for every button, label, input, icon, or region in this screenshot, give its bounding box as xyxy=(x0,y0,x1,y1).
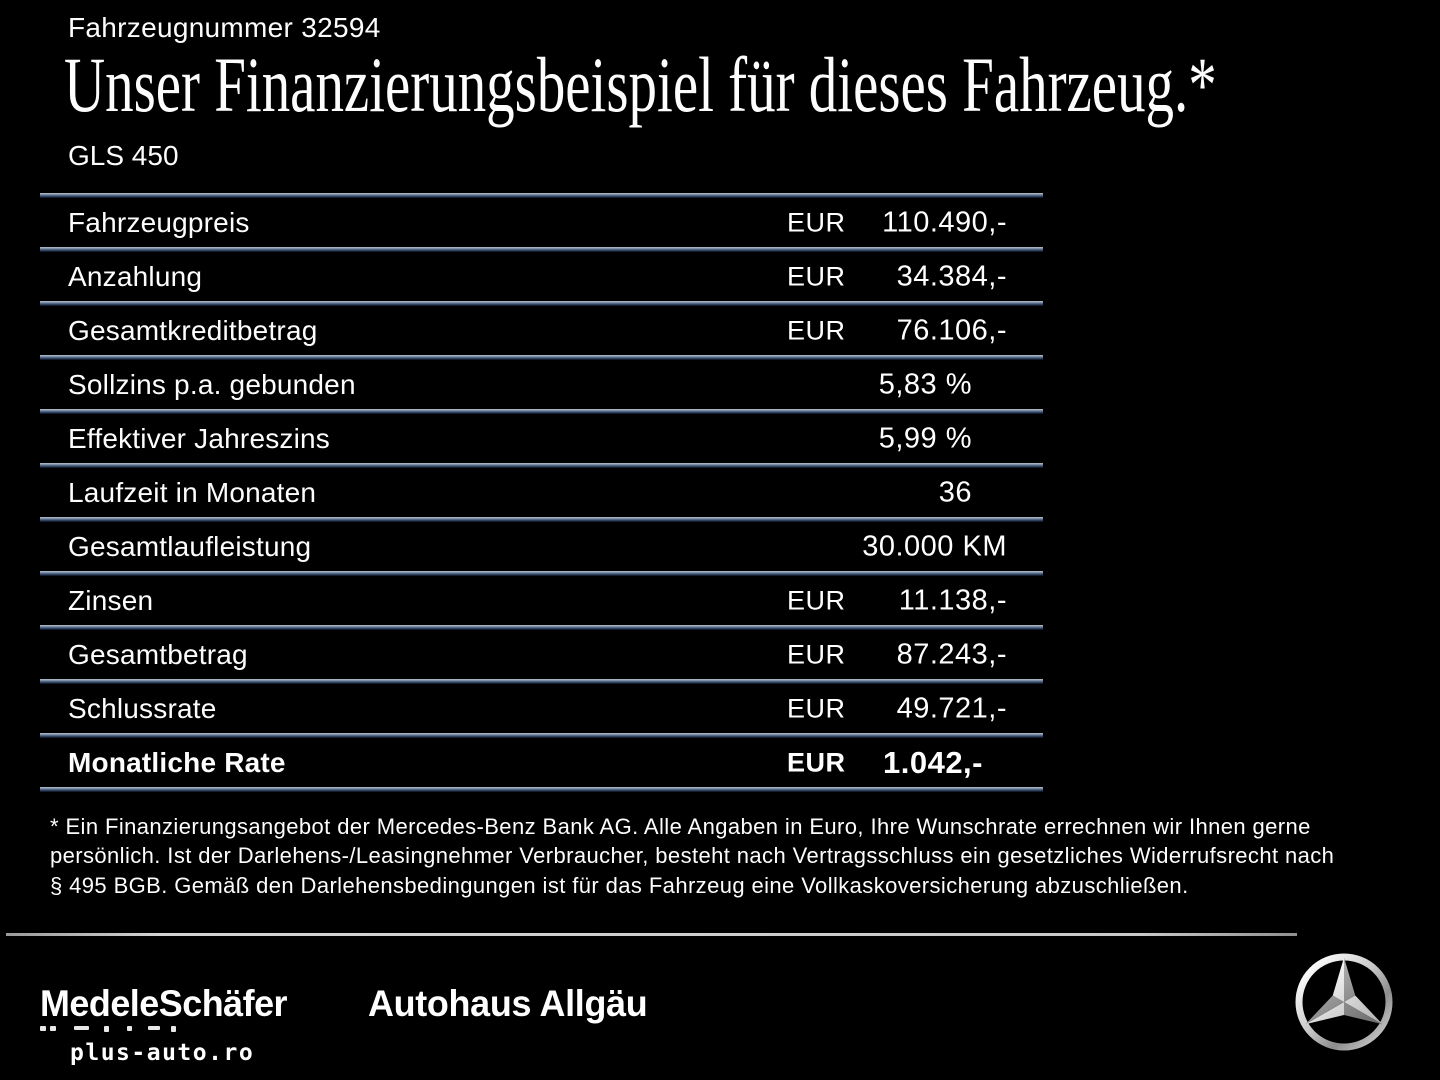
table-row: Gesamtbetrag EUR 87.243,- xyxy=(40,625,1043,679)
row-divider xyxy=(40,193,1043,198)
table-row: Anzahlung EUR 34.384,- xyxy=(40,247,1043,301)
row-label: Gesamtlaufleistung xyxy=(68,530,312,562)
table-row: Gesamtkreditbetrag EUR 76.106,- xyxy=(40,301,1043,355)
row-value: 76.106,- xyxy=(896,314,1007,346)
financing-table: Fahrzeugpreis EUR 110.490,- Anzahlung EU… xyxy=(40,193,1043,792)
row-label: Schlussrate xyxy=(68,692,217,724)
row-label: Zinsen xyxy=(68,584,154,616)
row-divider xyxy=(40,787,1043,792)
row-label: Sollzins p.a. gebunden xyxy=(68,368,356,400)
row-currency: EUR xyxy=(787,693,846,723)
table-row: Fahrzeugpreis EUR 110.490,- xyxy=(40,193,1043,247)
row-divider xyxy=(40,247,1043,252)
row-value: 49.721,- xyxy=(896,692,1007,724)
table-row: Sollzins p.a. gebunden 5,83 % xyxy=(40,355,1043,409)
row-currency: EUR xyxy=(787,747,846,777)
row-divider xyxy=(40,355,1043,360)
model-name: GLS 450 xyxy=(68,140,179,171)
row-label: Effektiver Jahreszins xyxy=(68,422,331,454)
row-divider xyxy=(40,409,1043,414)
row-label: Laufzeit in Monaten xyxy=(68,476,317,508)
row-value: 36 xyxy=(938,476,972,508)
table-row: Zinsen EUR 11.138,- xyxy=(40,571,1043,625)
row-value: 5,83 % xyxy=(878,368,972,400)
mercedes-star-icon xyxy=(1295,953,1393,1051)
row-label: Monatliche Rate xyxy=(68,746,286,778)
table-row: Laufzeit in Monaten 36 xyxy=(40,463,1043,517)
row-divider xyxy=(40,625,1043,630)
row-divider xyxy=(40,463,1043,468)
footnote: * Ein Finanzierungsangebot der Mercedes-… xyxy=(50,812,1410,900)
footnote-line: * Ein Finanzierungsangebot der Mercedes-… xyxy=(50,814,1311,839)
row-currency: EUR xyxy=(787,639,846,669)
watermark-text: plus-auto.ro xyxy=(70,1040,255,1066)
vehicle-number: Fahrzeugnummer 32594 xyxy=(68,12,381,43)
cropped-text-remnant xyxy=(40,1026,190,1034)
dealer-logo-medele-schaefer: MedeleSchäfer xyxy=(40,983,288,1024)
row-value: 34.384,- xyxy=(896,260,1007,292)
footnote-line: persönlich. Ist der Darlehens-/Leasingne… xyxy=(50,843,1335,869)
row-value: 87.243,- xyxy=(896,638,1007,670)
row-value: 5,99 % xyxy=(878,422,972,454)
page-title: Unser Finanzierungsbeispiel für dieses F… xyxy=(64,41,1217,128)
row-value: 11.138,- xyxy=(898,584,1007,616)
row-currency: EUR xyxy=(787,585,846,615)
row-label: Gesamtbetrag xyxy=(68,638,248,670)
table-row: Gesamtlaufleistung 30.000 KM xyxy=(40,517,1043,571)
footnote-line: § 495 BGB. Gemäß den Darlehensbedingunge… xyxy=(50,872,1189,898)
row-divider xyxy=(40,571,1043,576)
row-value: 110.490,- xyxy=(882,206,1007,238)
row-label: Gesamtkreditbetrag xyxy=(68,314,318,346)
row-label: Anzahlung xyxy=(68,260,203,292)
table-row: Effektiver Jahreszins 5,99 % xyxy=(40,409,1043,463)
table-row: Monatliche Rate EUR 1.042,- xyxy=(40,733,1043,787)
row-label: Fahrzeugpreis xyxy=(68,206,250,238)
row-currency: EUR xyxy=(787,207,846,237)
dealer-logo-autohaus-allgaeu: Autohaus Allgäu xyxy=(368,983,648,1024)
row-value: 30.000 KM xyxy=(862,530,1007,562)
row-divider xyxy=(40,679,1043,684)
table-row: Schlussrate EUR 49.721,- xyxy=(40,679,1043,733)
row-divider xyxy=(40,301,1043,306)
row-currency: EUR xyxy=(787,315,846,345)
row-divider xyxy=(40,517,1043,522)
row-currency: EUR xyxy=(787,261,846,291)
footer-divider xyxy=(6,933,1297,936)
row-value: 1.042,- xyxy=(882,744,983,780)
row-divider xyxy=(40,733,1043,738)
